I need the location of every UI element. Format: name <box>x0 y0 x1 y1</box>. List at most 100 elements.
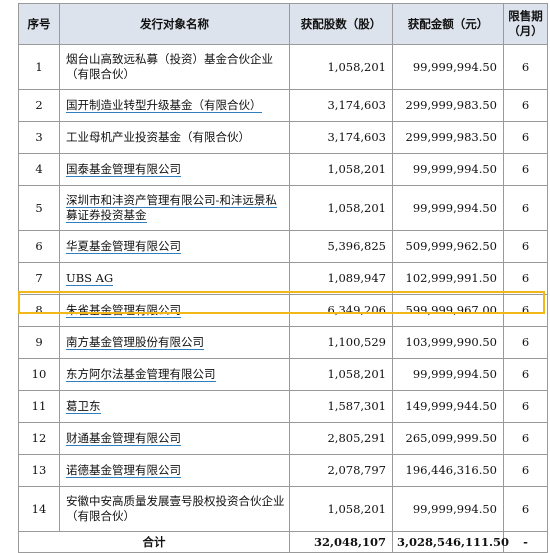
row-shares: 2,078,797 <box>289 454 393 487</box>
row-lock: 6 <box>503 390 548 423</box>
total-amount: 3,028,546,111.50 <box>392 531 509 553</box>
table-row: 10 东方阿尔法基金管理有限公司 1,058,201 99,999,994.50… <box>18 358 548 391</box>
row-amount: 99,999,994.50 <box>392 185 504 231</box>
row-lock: 6 <box>503 486 548 532</box>
header-lock: 限售期（月） <box>503 3 548 45</box>
row-amount: 102,999,991.50 <box>392 262 504 295</box>
row-shares: 1,058,201 <box>289 486 393 532</box>
row-amount: 149,999,944.50 <box>392 390 504 423</box>
row-no: 7 <box>18 262 60 295</box>
row-amount: 509,999,962.50 <box>392 230 504 263</box>
row-name: 朱雀基金管理有限公司 <box>59 294 290 327</box>
row-no: 9 <box>18 326 60 359</box>
row-name: 财通基金管理有限公司 <box>59 422 290 455</box>
table-row: 6 华夏基金管理有限公司 5,396,825 509,999,962.50 6 <box>18 230 548 263</box>
header-name: 发行对象名称 <box>59 3 290 45</box>
header-shares: 获配股数（股） <box>289 3 393 45</box>
header-no: 序号 <box>18 3 60 45</box>
row-lock: 6 <box>503 89 548 122</box>
row-lock: 6 <box>503 44 548 90</box>
row-no: 13 <box>18 454 60 487</box>
row-name: 南方基金管理股份有限公司 <box>59 326 290 359</box>
row-shares: 1,058,201 <box>289 44 393 90</box>
row-amount: 265,099,999.50 <box>392 422 504 455</box>
table-row: 9 南方基金管理股份有限公司 1,100,529 103,999,990.50 … <box>18 326 548 359</box>
row-shares: 6,349,206 <box>289 294 393 327</box>
row-no: 11 <box>18 390 60 423</box>
row-no: 6 <box>18 230 60 263</box>
row-amount: 99,999,994.50 <box>392 153 504 186</box>
row-name-text[interactable]: 东方阿尔法基金管理有限公司 <box>66 367 216 382</box>
row-lock: 6 <box>503 230 548 263</box>
total-shares: 32,048,107 <box>289 531 393 553</box>
row-lock: 6 <box>503 454 548 487</box>
row-amount: 99,999,994.50 <box>392 358 504 391</box>
table-row: 8 朱雀基金管理有限公司 6,349,206 599,999,967.00 6 <box>18 294 548 327</box>
row-no: 12 <box>18 422 60 455</box>
total-lock: - <box>503 531 548 553</box>
table-row: 7 UBS AG 1,089,947 102,999,991.50 6 <box>18 262 548 295</box>
row-shares: 3,174,603 <box>289 89 393 122</box>
row-lock: 6 <box>503 262 548 295</box>
row-name-text[interactable]: 南方基金管理股份有限公司 <box>66 335 204 350</box>
row-shares: 1,058,201 <box>289 153 393 186</box>
row-name: 诺德基金管理有限公司 <box>59 454 290 487</box>
row-lock: 6 <box>503 422 548 455</box>
row-name: 深圳市和沣资产管理有限公司-和沣远景私募证券投资基金 <box>59 185 290 231</box>
row-name: UBS AG <box>59 262 290 295</box>
row-no: 3 <box>18 121 60 154</box>
row-shares: 1,100,529 <box>289 326 393 359</box>
table-row: 14 安徽中安高质量发展壹号股权投资合伙企业（有限合伙） 1,058,201 9… <box>18 486 548 532</box>
row-name-text[interactable]: 国泰基金管理有限公司 <box>66 162 181 177</box>
row-no: 2 <box>18 89 60 122</box>
row-name-text[interactable]: 华夏基金管理有限公司 <box>66 239 181 254</box>
row-name-text[interactable]: 朱雀基金管理有限公司 <box>66 303 181 318</box>
table-row: 1 烟台山高致远私募（投资）基金合伙企业（有限合伙） 1,058,201 99,… <box>18 44 548 90</box>
row-no: 8 <box>18 294 60 327</box>
row-name: 东方阿尔法基金管理有限公司 <box>59 358 290 391</box>
row-lock: 6 <box>503 294 548 327</box>
row-lock: 6 <box>503 153 548 186</box>
header-amount: 获配金额（元） <box>392 3 504 45</box>
row-shares: 3,174,603 <box>289 121 393 154</box>
row-name: 工业母机产业投资基金（有限合伙） <box>59 121 290 154</box>
header-row: 序号 发行对象名称 获配股数（股） 获配金额（元） 限售期（月） <box>18 3 548 45</box>
row-name-text[interactable]: 诺德基金管理有限公司 <box>66 463 181 478</box>
row-amount: 103,999,990.50 <box>392 326 504 359</box>
allocation-table: 序号 发行对象名称 获配股数（股） 获配金额（元） 限售期（月） 1 烟台山高致… <box>18 3 548 553</box>
row-lock: 6 <box>503 326 548 359</box>
row-no: 5 <box>18 185 60 231</box>
table-row: 4 国泰基金管理有限公司 1,058,201 99,999,994.50 6 <box>18 153 548 186</box>
table-row: 12 财通基金管理有限公司 2,805,291 265,099,999.50 6 <box>18 422 548 455</box>
row-shares: 5,396,825 <box>289 230 393 263</box>
row-name-text[interactable]: UBS AG <box>66 271 114 286</box>
row-no: 10 <box>18 358 60 391</box>
row-name: 安徽中安高质量发展壹号股权投资合伙企业（有限合伙） <box>59 486 290 532</box>
row-shares: 1,587,301 <box>289 390 393 423</box>
row-name: 国开制造业转型升级基金（有限合伙） <box>59 89 290 122</box>
total-label: 合计 <box>18 531 290 553</box>
row-shares: 1,058,201 <box>289 185 393 231</box>
row-amount: 99,999,994.50 <box>392 486 504 532</box>
row-name: 烟台山高致远私募（投资）基金合伙企业（有限合伙） <box>59 44 290 90</box>
row-name-text[interactable]: 财通基金管理有限公司 <box>66 431 181 446</box>
table-row: 3 工业母机产业投资基金（有限合伙） 3,174,603 299,999,983… <box>18 121 548 154</box>
row-amount: 599,999,967.00 <box>392 294 504 327</box>
row-amount: 196,446,316.50 <box>392 454 504 487</box>
row-shares: 1,089,947 <box>289 262 393 295</box>
total-row: 合计 32,048,107 3,028,546,111.50 - <box>18 531 548 553</box>
row-name-text[interactable]: 深圳市和沣资产管理有限公司-和沣远景私募证券投资基金 <box>66 193 277 223</box>
row-no: 1 <box>18 44 60 90</box>
row-amount: 99,999,994.50 <box>392 44 504 90</box>
row-name: 华夏基金管理有限公司 <box>59 230 290 263</box>
row-name-text[interactable]: 国开制造业转型升级基金（有限合伙） <box>66 98 262 113</box>
row-name-text[interactable]: 葛卫东 <box>66 399 101 414</box>
table-row: 13 诺德基金管理有限公司 2,078,797 196,446,316.50 6 <box>18 454 548 487</box>
table-row: 2 国开制造业转型升级基金（有限合伙） 3,174,603 299,999,98… <box>18 89 548 122</box>
row-name: 国泰基金管理有限公司 <box>59 153 290 186</box>
row-amount: 299,999,983.50 <box>392 89 504 122</box>
row-name: 葛卫东 <box>59 390 290 423</box>
row-lock: 6 <box>503 358 548 391</box>
row-amount: 299,999,983.50 <box>392 121 504 154</box>
row-no: 14 <box>18 486 60 532</box>
